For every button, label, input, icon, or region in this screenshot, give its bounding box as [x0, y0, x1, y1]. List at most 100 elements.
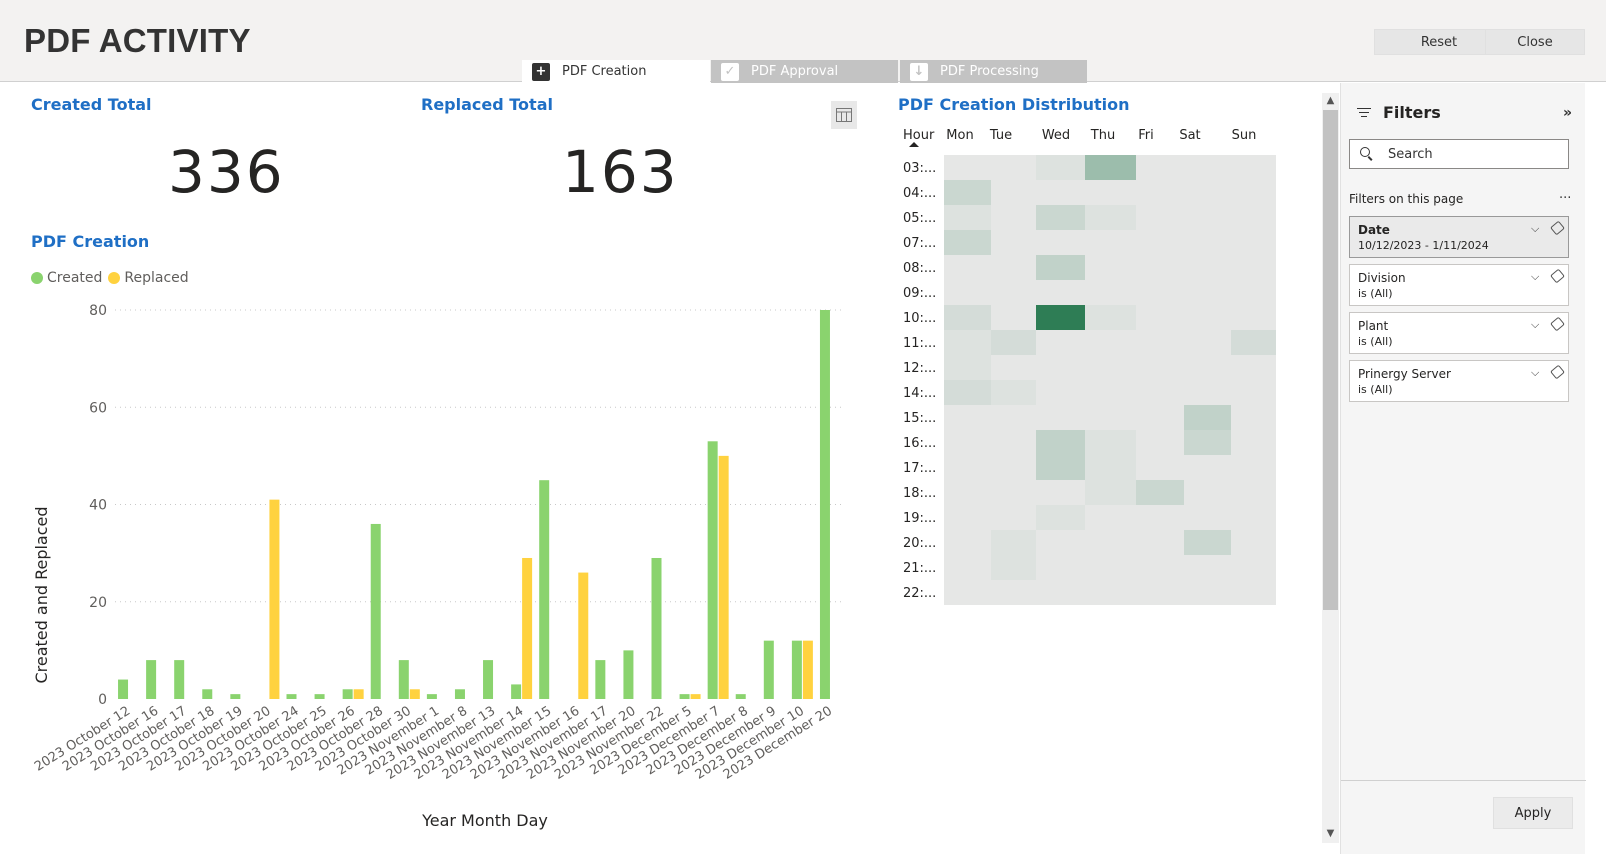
heatmap-cell[interactable]	[1085, 530, 1136, 555]
heatmap-cell[interactable]	[1136, 555, 1184, 580]
heatmap-cell[interactable]	[944, 405, 991, 430]
heatmap-cell[interactable]	[944, 480, 991, 505]
bar-created[interactable]	[370, 523, 381, 699]
heatmap-cell[interactable]	[1184, 430, 1231, 455]
heatmap-cell[interactable]	[1231, 355, 1276, 380]
bar-created[interactable]	[679, 694, 690, 699]
heatmap-cell[interactable]	[1085, 305, 1136, 330]
heatmap-cell[interactable]	[991, 305, 1036, 330]
heatmap-cell[interactable]	[1184, 330, 1231, 355]
heatmap-cell[interactable]	[991, 455, 1036, 480]
heatmap-cell[interactable]	[1085, 555, 1136, 580]
filter-card-division[interactable]: Division is (All) ⌵	[1349, 264, 1569, 306]
heatmap-cell[interactable]	[1184, 555, 1231, 580]
heatmap-cell[interactable]	[991, 230, 1036, 255]
heatmap-cell[interactable]	[1231, 155, 1276, 180]
heatmap-cell[interactable]	[1085, 455, 1136, 480]
heatmap-cell[interactable]	[1231, 455, 1276, 480]
heatmap-cell[interactable]	[1184, 405, 1231, 430]
heatmap-cell[interactable]	[944, 180, 991, 205]
scroll-thumb[interactable]	[1323, 110, 1338, 610]
bar-replaced[interactable]	[353, 689, 364, 699]
heatmap-cell[interactable]	[1136, 505, 1184, 530]
bar-created[interactable]	[819, 310, 830, 699]
heatmap-cell[interactable]	[1184, 230, 1231, 255]
bar-replaced[interactable]	[578, 572, 589, 699]
heatmap-cell[interactable]	[1036, 505, 1085, 530]
heatmap-cell[interactable]	[1085, 505, 1136, 530]
heatmap-cell[interactable]	[1231, 280, 1276, 305]
heatmap-cell[interactable]	[1136, 405, 1184, 430]
heatmap-cell[interactable]	[1136, 455, 1184, 480]
heatmap-cell[interactable]	[1136, 380, 1184, 405]
filter-card-date[interactable]: Date 10/12/2023 - 1/11/2024 ⌵	[1349, 216, 1569, 258]
heatmap-cell[interactable]	[1036, 530, 1085, 555]
heatmap-cell[interactable]	[1085, 205, 1136, 230]
heatmap-cell[interactable]	[1136, 305, 1184, 330]
heatmap-cell[interactable]	[1184, 505, 1231, 530]
heatmap-cell[interactable]	[1036, 455, 1085, 480]
chevron-down-icon[interactable]: ⌵	[1531, 318, 1540, 331]
search-input[interactable]	[1388, 146, 1558, 162]
heatmap-cell[interactable]	[1085, 380, 1136, 405]
heatmap-cell[interactable]	[1184, 355, 1231, 380]
legend-item-replaced[interactable]: Replaced	[108, 270, 189, 286]
heatmap-cell[interactable]	[944, 555, 991, 580]
heatmap-cell[interactable]	[1184, 480, 1231, 505]
chevron-down-icon[interactable]: ⌵	[1531, 222, 1540, 235]
bar-replaced[interactable]	[522, 557, 533, 699]
legend-item-created[interactable]: Created	[31, 270, 102, 286]
bar-replaced[interactable]	[690, 694, 701, 699]
heatmap-cell[interactable]	[1085, 230, 1136, 255]
heatmap-cell[interactable]	[1136, 230, 1184, 255]
heatmap-cell[interactable]	[1231, 480, 1276, 505]
heatmap-cell[interactable]	[1184, 530, 1231, 555]
heatmap-cell[interactable]	[991, 555, 1036, 580]
heatmap-cell[interactable]	[1231, 230, 1276, 255]
table-view-icon[interactable]	[831, 101, 857, 129]
clear-filter-icon[interactable]	[1550, 316, 1565, 332]
heatmap-cell[interactable]	[1184, 205, 1231, 230]
heatmap-cell[interactable]	[1231, 405, 1276, 430]
heatmap-cell[interactable]	[1036, 480, 1085, 505]
filter-card-plant[interactable]: Plant is (All) ⌵	[1349, 312, 1569, 354]
bar-created[interactable]	[483, 660, 494, 699]
heatmap-cell[interactable]	[1085, 580, 1136, 605]
heatmap-cell[interactable]	[1036, 280, 1085, 305]
chevron-down-icon[interactable]: ⌵	[1531, 366, 1540, 379]
scroll-up-icon[interactable]: ▲	[1326, 95, 1335, 106]
heatmap-cell[interactable]	[944, 380, 991, 405]
bar-created[interactable]	[763, 640, 774, 699]
heatmap-cell[interactable]	[1085, 355, 1136, 380]
bar-created[interactable]	[707, 441, 718, 699]
heatmap-cell[interactable]	[1231, 530, 1276, 555]
bar-created[interactable]	[595, 660, 606, 699]
heatmap-cell[interactable]	[944, 580, 991, 605]
bar-created[interactable]	[454, 689, 465, 699]
heatmap-cell[interactable]	[944, 205, 991, 230]
page-scrollbar[interactable]: ▲ ▼	[1322, 93, 1339, 843]
heatmap-cell[interactable]	[944, 255, 991, 280]
bar-created[interactable]	[398, 660, 409, 699]
clear-filter-icon[interactable]	[1550, 220, 1565, 236]
heatmap-cell[interactable]	[1136, 155, 1184, 180]
bar-created[interactable]	[791, 640, 802, 699]
heatmap-cell[interactable]	[1184, 580, 1231, 605]
heatmap-cell[interactable]	[944, 505, 991, 530]
heatmap-cell[interactable]	[944, 280, 991, 305]
heatmap-cell[interactable]	[1136, 180, 1184, 205]
heatmap-cell[interactable]	[1136, 430, 1184, 455]
heatmap-cell[interactable]	[1136, 530, 1184, 555]
bar-replaced[interactable]	[718, 455, 729, 699]
heatmap-cell[interactable]	[1184, 280, 1231, 305]
apply-button[interactable]: Apply	[1493, 797, 1573, 829]
chevron-down-icon[interactable]: ⌵	[1531, 270, 1540, 283]
heatmap-cell[interactable]	[991, 205, 1036, 230]
heatmap-cell[interactable]	[1036, 380, 1085, 405]
heatmap-cell[interactable]	[1136, 480, 1184, 505]
heatmap-cell[interactable]	[944, 430, 991, 455]
heatmap-cell[interactable]	[1231, 305, 1276, 330]
clear-filter-icon[interactable]	[1550, 364, 1565, 380]
heatmap-cell[interactable]	[1231, 505, 1276, 530]
heatmap-cell[interactable]	[1036, 230, 1085, 255]
